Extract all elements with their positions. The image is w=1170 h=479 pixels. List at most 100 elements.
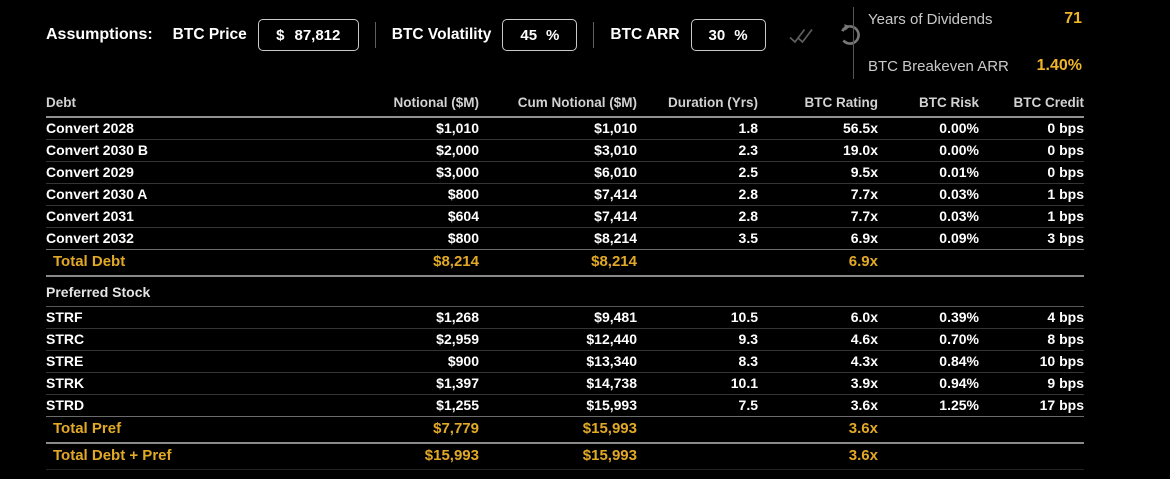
cell-duration: 10.1 <box>637 372 758 395</box>
cell-btc-credit: 8 bps <box>979 328 1084 351</box>
cell-cum-notional: $12,440 <box>479 328 637 351</box>
col-header-btc-rating: BTC Rating <box>758 92 878 118</box>
cell-btc-credit: 9 bps <box>979 372 1084 395</box>
cell-cum-notional: $15,993 <box>479 443 637 470</box>
btc-price-label: BTC Price <box>172 26 247 43</box>
cell-btc-credit <box>979 249 1084 277</box>
btc-volatility-input[interactable]: 45 % <box>502 19 578 51</box>
cell-cum-notional: $15,993 <box>479 416 637 444</box>
table-row-strf: STRF $1,268 $9,481 10.5 6.0x 0.39% 4 bps <box>46 306 1084 329</box>
cell-btc-rating: 6.9x <box>758 249 878 277</box>
summary-panel: Years of Dividends 71 BTC Breakeven ARR … <box>853 7 1082 79</box>
cell-btc-rating: 6.9x <box>758 227 878 250</box>
cell-btc-risk <box>878 443 979 470</box>
cell-notional: $1,397 <box>296 372 479 395</box>
col-header-btc-credit: BTC Credit <box>979 92 1084 118</box>
cell-duration: 10.5 <box>637 306 758 329</box>
btc-volatility-label: BTC Volatility <box>391 26 492 43</box>
years-of-dividends-row: Years of Dividends 71 <box>868 10 1082 28</box>
cell-btc-risk: 0.03% <box>878 205 979 228</box>
years-of-dividends-value: 71 <box>1064 10 1082 27</box>
cell-btc-rating: 3.9x <box>758 372 878 395</box>
cell-duration: 2.8 <box>637 205 758 228</box>
cell-duration: 2.8 <box>637 183 758 206</box>
btc-arr-value: 30 <box>708 26 726 44</box>
cell-btc-risk: 0.09% <box>878 227 979 250</box>
cell-notional: $2,959 <box>296 328 479 351</box>
cell-btc-rating: 19.0x <box>758 139 878 162</box>
table-row-strd: STRD $1,255 $15,993 7.5 3.6x 1.25% 17 bp… <box>46 394 1084 417</box>
cell-btc-risk: 0.00% <box>878 117 979 140</box>
cell-notional: $15,993 <box>296 443 479 470</box>
cell-duration <box>637 249 758 277</box>
cell-cum-notional: $7,414 <box>479 205 637 228</box>
cell-btc-risk <box>878 249 979 277</box>
cell-duration: 7.5 <box>637 394 758 417</box>
preferred-stock-section-row: Preferred Stock <box>46 276 1084 307</box>
cell-btc-credit <box>979 443 1084 470</box>
btc-breakeven-arr-label: BTC Breakeven ARR <box>868 57 1009 75</box>
cell-notional: $7,779 <box>296 416 479 444</box>
cell-cum-notional: $13,340 <box>479 350 637 373</box>
row-label: Total Pref <box>46 416 296 444</box>
table-row-convert-2030a: Convert 2030 A $800 $7,414 2.8 7.7x 0.03… <box>46 183 1084 206</box>
cell-btc-rating: 56.5x <box>758 117 878 140</box>
row-label: Convert 2030 B <box>46 139 296 162</box>
btc-breakeven-arr-row: BTC Breakeven ARR 1.40% <box>868 57 1082 75</box>
debt-table: Debt Notional ($M) Cum Notional ($M) Dur… <box>46 92 1084 470</box>
cell-notional: $800 <box>296 227 479 250</box>
cell-btc-risk: 0.84% <box>878 350 979 373</box>
btc-price-value: 87,812 <box>294 26 341 44</box>
row-label: Convert 2029 <box>46 161 296 184</box>
divider <box>593 22 595 48</box>
col-header-debt: Debt <box>46 92 296 118</box>
cell-btc-credit: 17 bps <box>979 394 1084 417</box>
table-row-convert-2029: Convert 2029 $3,000 $6,010 2.5 9.5x 0.01… <box>46 161 1084 184</box>
cell-duration: 2.5 <box>637 161 758 184</box>
btc-price-input[interactable]: $ 87,812 <box>257 19 359 51</box>
cell-btc-credit: 4 bps <box>979 306 1084 329</box>
row-label: Total Debt + Pref <box>46 443 296 470</box>
cell-btc-risk: 0.94% <box>878 372 979 395</box>
cell-duration: 9.3 <box>637 328 758 351</box>
cell-btc-credit: 0 bps <box>979 161 1084 184</box>
total-pref-row: Total Pref $7,779 $15,993 3.6x <box>46 416 1084 444</box>
cell-notional: $8,214 <box>296 249 479 277</box>
row-label: STRE <box>46 350 296 373</box>
cell-btc-credit: 1 bps <box>979 183 1084 206</box>
row-label: STRF <box>46 306 296 329</box>
cell-cum-notional: $3,010 <box>479 139 637 162</box>
cell-btc-risk <box>878 416 979 444</box>
cell-btc-rating: 3.6x <box>758 443 878 470</box>
btc-arr-input[interactable]: 30 % <box>690 19 766 51</box>
cell-notional: $2,000 <box>296 139 479 162</box>
cell-notional: $1,255 <box>296 394 479 417</box>
cell-duration: 2.3 <box>637 139 758 162</box>
double-check-icon <box>788 28 813 43</box>
cell-btc-rating: 9.5x <box>758 161 878 184</box>
table-row-strk: STRK $1,397 $14,738 10.1 3.9x 0.94% 9 bp… <box>46 372 1084 395</box>
row-label: Convert 2032 <box>46 227 296 250</box>
cell-btc-rating: 4.6x <box>758 328 878 351</box>
btc-breakeven-arr-value: 1.40% <box>1036 57 1082 74</box>
btc-arr-suffix: % <box>734 26 748 44</box>
cell-cum-notional: $7,414 <box>479 183 637 206</box>
row-label: Total Debt <box>46 249 296 277</box>
preferred-stock-section-label: Preferred Stock <box>46 276 1084 307</box>
cell-btc-risk: 0.39% <box>878 306 979 329</box>
cell-cum-notional: $8,214 <box>479 249 637 277</box>
assumptions-bar: Assumptions: BTC Price $ 87,812 BTC Vola… <box>46 14 862 56</box>
cell-duration <box>637 443 758 470</box>
col-header-duration: Duration (Yrs) <box>637 92 758 118</box>
table-row-convert-2031: Convert 2031 $604 $7,414 2.8 7.7x 0.03% … <box>46 205 1084 228</box>
table-row-convert-2028: Convert 2028 $1,010 $1,010 1.8 56.5x 0.0… <box>46 117 1084 140</box>
cell-btc-credit: 0 bps <box>979 117 1084 140</box>
cell-btc-credit: 0 bps <box>979 139 1084 162</box>
cell-btc-rating: 7.7x <box>758 183 878 206</box>
row-label: STRD <box>46 394 296 417</box>
table-header-row: Debt Notional ($M) Cum Notional ($M) Dur… <box>46 92 1084 118</box>
apply-button[interactable] <box>787 26 817 45</box>
btc-volatility-suffix: % <box>546 26 560 44</box>
assumptions-title: Assumptions: <box>46 26 153 43</box>
cell-btc-risk: 0.00% <box>878 139 979 162</box>
